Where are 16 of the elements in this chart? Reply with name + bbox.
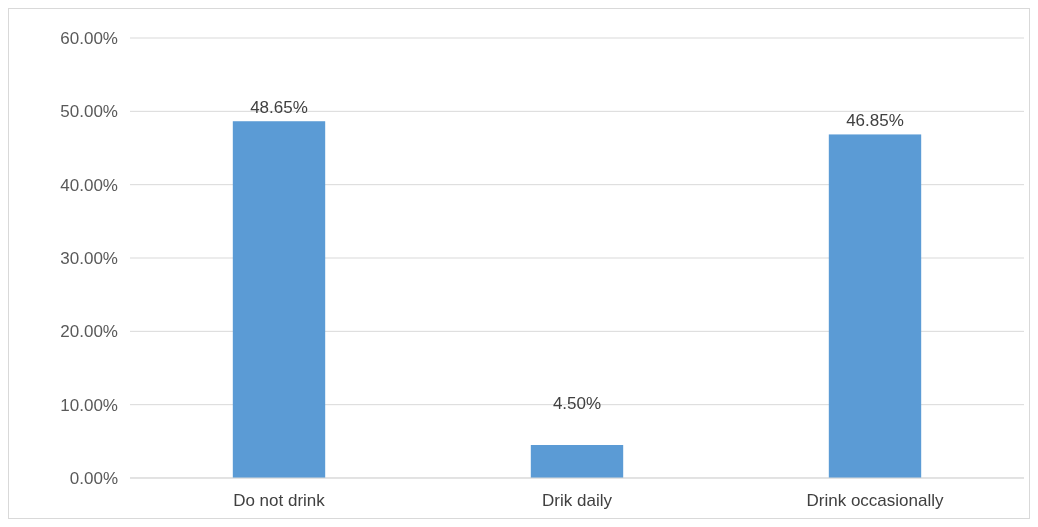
y-tick-label: 30.00%: [60, 248, 118, 268]
y-tick-label: 40.00%: [60, 175, 118, 195]
x-tick-label: Do not drink: [233, 491, 326, 510]
x-tick-label: Drik daily: [542, 491, 613, 510]
y-tick-label: 10.00%: [60, 395, 118, 415]
y-tick-label: 20.00%: [60, 322, 118, 342]
bar: [530, 445, 624, 478]
data-label: 4.50%: [552, 394, 602, 413]
data-label: 48.65%: [250, 98, 308, 118]
y-tick-label: 50.00%: [60, 102, 118, 122]
y-tick-label: 60.00%: [60, 28, 118, 48]
bar: [828, 134, 922, 478]
x-tick-label: Drink occasionally: [806, 491, 944, 510]
data-label: 46.85%: [846, 111, 904, 131]
bar: [232, 121, 326, 478]
y-tick-label: 0.00%: [69, 468, 118, 488]
